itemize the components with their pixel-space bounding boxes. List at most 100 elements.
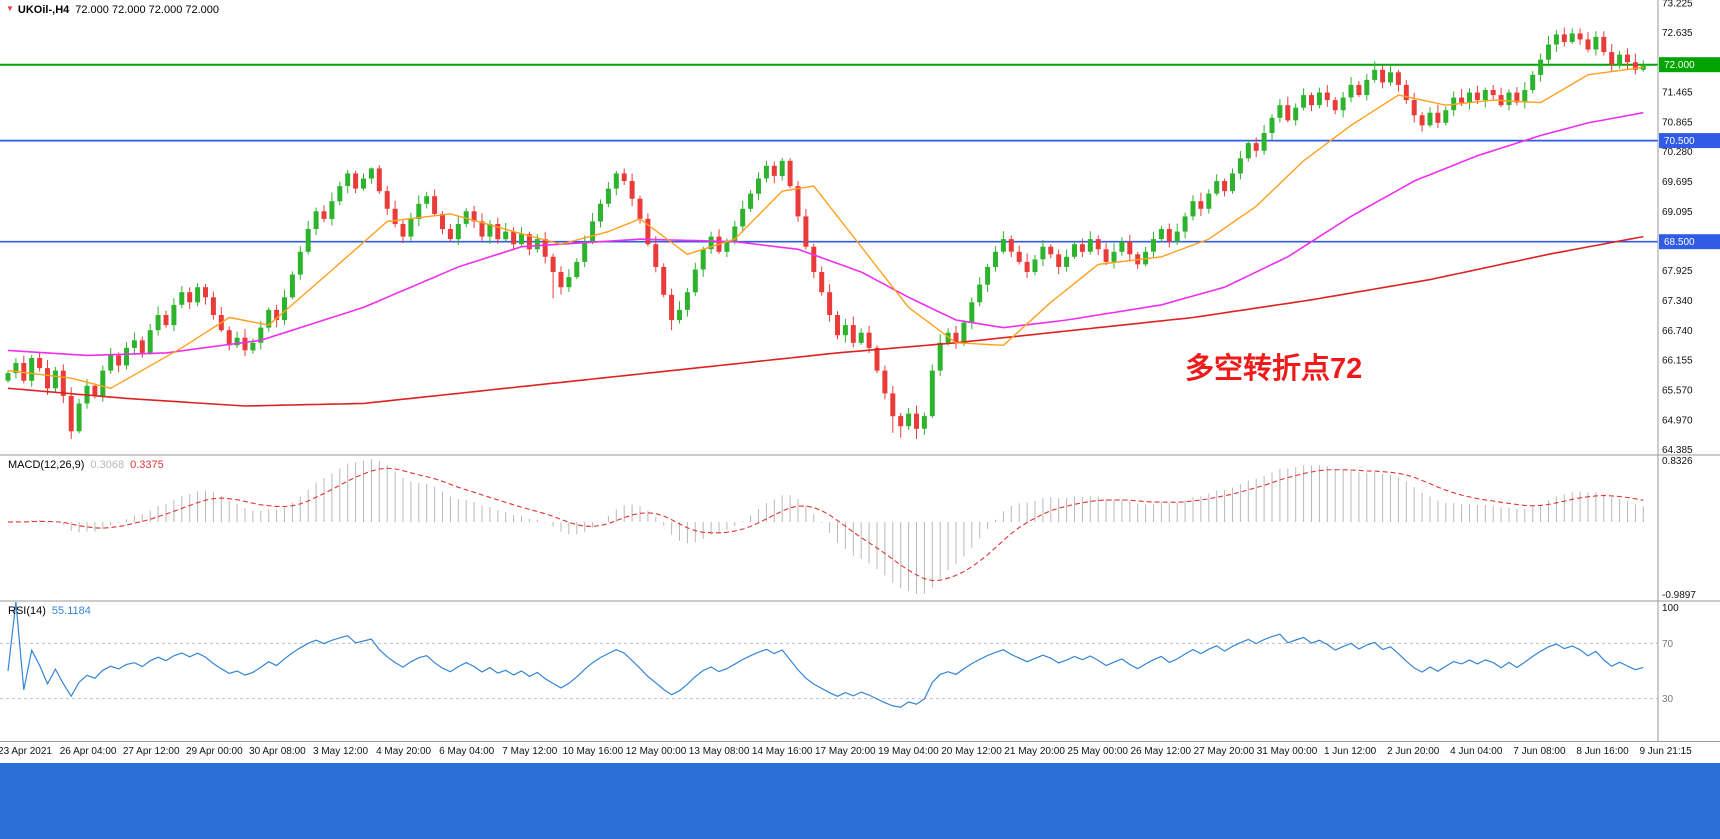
price-annotation-text[interactable]: 多空转折点72 xyxy=(1185,353,1363,385)
candle-body xyxy=(795,186,801,217)
candle-body xyxy=(811,246,817,272)
candle-body xyxy=(1553,34,1559,45)
candle-body xyxy=(1364,79,1370,96)
time-axis-label: 23 Apr 2021 xyxy=(0,746,52,757)
time-axis-label: 26 Apr 04:00 xyxy=(59,746,117,757)
time-axis-label: 4 May 20:00 xyxy=(376,746,432,757)
price-badge xyxy=(1659,57,1720,73)
candle-body xyxy=(653,244,659,267)
candle-body xyxy=(1079,244,1085,252)
price-axis-tick: 64.970 xyxy=(1662,416,1693,427)
candle-body xyxy=(550,256,556,272)
candle-body xyxy=(131,340,137,348)
candle-body xyxy=(108,355,114,371)
candle-body xyxy=(1158,229,1164,240)
candle-body xyxy=(1443,110,1449,123)
time-axis-label: 13 May 08:00 xyxy=(688,746,750,757)
candle-body xyxy=(1474,92,1480,101)
candle-body xyxy=(835,315,840,336)
candle-body xyxy=(1237,158,1243,174)
candle-body xyxy=(155,315,161,331)
time-axis-label: 26 May 12:00 xyxy=(1130,746,1192,757)
candle-body xyxy=(1380,69,1386,83)
candle-body xyxy=(1427,112,1433,126)
candle-body xyxy=(985,267,991,285)
candle-body xyxy=(1095,239,1101,250)
candle-body xyxy=(874,347,880,371)
candle-body xyxy=(1277,105,1283,118)
candle-body xyxy=(1348,84,1354,98)
time-axis-label: 7 Jun 08:00 xyxy=(1513,746,1566,757)
candle-body xyxy=(1087,239,1093,252)
ma-mid-magenta xyxy=(7,111,1644,357)
price-badge xyxy=(1659,133,1720,149)
candle-body xyxy=(866,332,872,348)
price-axis-tick: 69.695 xyxy=(1662,177,1693,188)
candle-body xyxy=(242,337,248,351)
time-axis-label: 10 May 16:00 xyxy=(562,746,624,757)
candle-body xyxy=(1245,143,1251,159)
candle-body xyxy=(1593,36,1599,50)
candle-body xyxy=(1490,90,1496,96)
candle-body xyxy=(1561,34,1567,42)
bottom-taskbar[interactable] xyxy=(0,763,1720,839)
candlestick-chart-canvas[interactable]: 0.8326 -0.9897 100 70 30 73.225 72.635 71.465 70… xyxy=(0,0,1720,741)
candle-body xyxy=(969,302,975,323)
rsi-indicator-label: RSI(14) 55.1184 xyxy=(8,605,97,617)
time-axis-label: 25 May 00:00 xyxy=(1067,746,1128,757)
time-axis-label: 4 Jun 04:00 xyxy=(1450,746,1503,757)
candle-body xyxy=(669,294,675,321)
candle-body xyxy=(740,208,746,227)
candle-body xyxy=(1174,231,1180,242)
candle-body xyxy=(605,188,611,204)
candle-body xyxy=(732,226,738,242)
price-axis-tick: 70.280 xyxy=(1662,147,1693,158)
price-axis-tick: 70.865 xyxy=(1662,118,1693,129)
candle-body xyxy=(882,370,888,394)
macd-pane: 0.8326 -0.9897 xyxy=(7,456,1696,601)
candle-body xyxy=(1324,92,1330,101)
candle-body xyxy=(258,327,264,343)
candle-body xyxy=(1419,115,1425,126)
candle-body xyxy=(210,297,216,315)
candle-body xyxy=(139,340,145,353)
candle-body xyxy=(392,208,398,224)
candle-body xyxy=(827,292,833,315)
rsi-axis-level-70: 70 xyxy=(1662,639,1674,650)
price-axis-tick: 67.925 xyxy=(1662,266,1693,277)
candle-body xyxy=(1585,39,1591,50)
candle-body xyxy=(771,165,777,176)
price-axis[interactable]: 73.225 72.635 71.465 70.865 70.280 69.695 69.0… xyxy=(1659,0,1720,456)
candle-body xyxy=(1435,112,1441,123)
candle-body xyxy=(1056,254,1062,267)
price-badge xyxy=(1659,234,1720,250)
time-axis-label: 3 May 12:00 xyxy=(312,746,369,757)
candle-body xyxy=(124,347,129,366)
price-axis-tick: 69.095 xyxy=(1662,207,1693,218)
time-axis[interactable]: 23 Apr 2021 26 Apr 04:00 27 Apr 12:00 29 Ap… xyxy=(0,741,1720,763)
candle-body xyxy=(1072,244,1077,257)
candle-body xyxy=(993,251,998,267)
candle-body xyxy=(116,355,122,366)
candle-body xyxy=(1514,92,1520,103)
time-axis-label: 27 Apr 12:00 xyxy=(122,746,180,757)
candle-body xyxy=(961,322,967,343)
ohlc-values: 72.000 72.000 72.000 72.000 xyxy=(75,4,220,16)
candle-body xyxy=(566,277,572,288)
time-axis-label: 1 Jun 12:00 xyxy=(1323,746,1377,757)
candle-body xyxy=(495,224,501,240)
candle-body xyxy=(574,261,580,278)
rsi-name: RSI(14) xyxy=(8,605,46,617)
price-axis-tick: 65.570 xyxy=(1662,385,1693,396)
candle-body xyxy=(526,234,532,250)
candle-body xyxy=(1127,241,1133,255)
candle-body xyxy=(92,385,98,396)
candle-body xyxy=(1024,261,1030,272)
candle-body xyxy=(487,224,493,237)
candle-body xyxy=(542,239,548,257)
candle-body xyxy=(929,370,935,417)
candle-body xyxy=(1151,239,1156,252)
macd-axis-max: 0.8326 xyxy=(1662,456,1693,467)
candle-body xyxy=(906,413,912,427)
macd-indicator-label: MACD(12,26,9) 0.3068 0.3375 xyxy=(8,459,164,471)
